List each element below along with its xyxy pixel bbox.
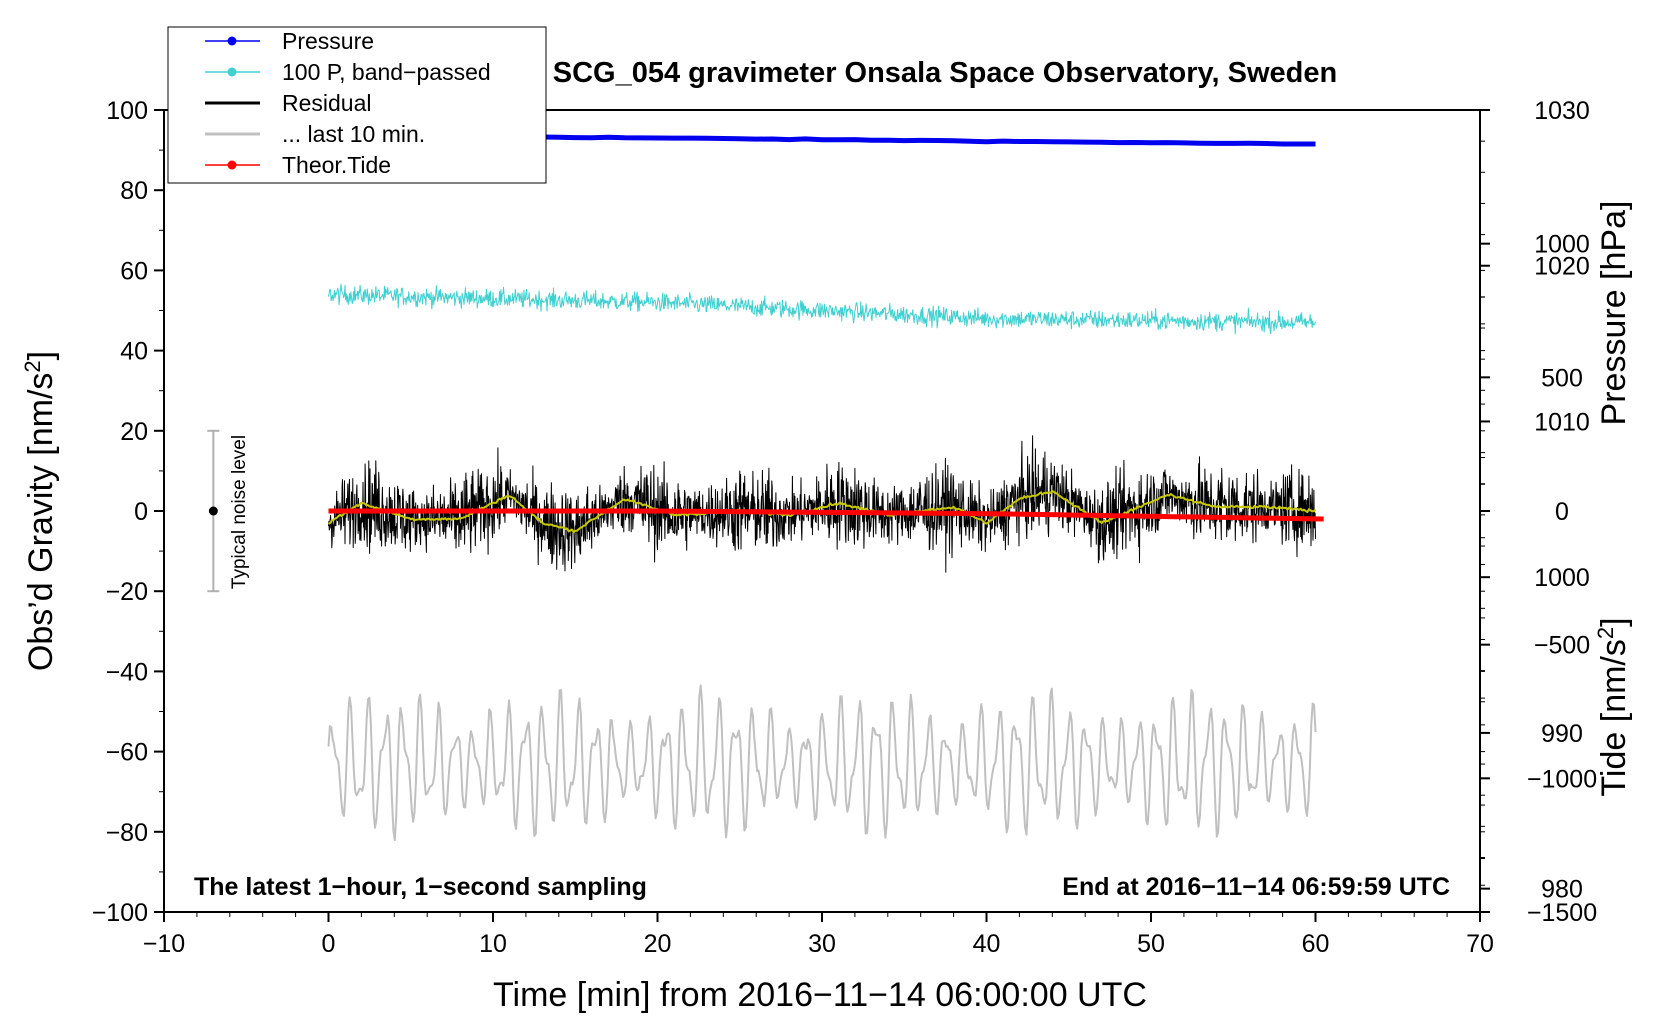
x-tick-label: 10 [479,930,507,958]
tide-tick-label: −1500 [1527,899,1597,927]
y-tick-label: 40 [120,338,148,366]
series-last-10-min [327,684,1317,842]
x-tick-label: 50 [1137,930,1165,958]
bottom-right-note: End at 2016−11−14 06:59:59 UTC [1062,873,1450,901]
x-tick-label: 30 [808,930,836,958]
legend: Pressure 100 P, band−passed Residual ... la… [167,26,547,184]
pressure-tick-label: 990 [1541,720,1583,748]
series-100-p-band-passed [328,283,1316,335]
x-tick-label: 70 [1466,930,1494,958]
chart-title: SCG_054 gravimeter Onsala Space Observat… [553,57,1337,89]
legend-swatch-marker [227,36,237,46]
y-tick-label: −80 [106,819,148,847]
tide-tick-label: 500 [1541,364,1583,392]
ticks-layer: −10 0 10 20 30 40 50 60 70−100−80−60−40−20020406… [92,97,1597,958]
legend-label: 100 P, band−passed [282,59,491,85]
tide-tick-label: −500 [1534,632,1590,660]
tide-tick-label: −1000 [1527,765,1597,793]
legend-label: Pressure [282,28,374,54]
y-tick-label: −40 [106,658,148,686]
y-axis-title-pressure: Pressure [hPa] [1595,201,1633,426]
pressure-tick-label: 1020 [1534,253,1590,281]
tide-tick-label: 0 [1555,498,1569,526]
pressure-tick-label: 1010 [1534,408,1590,436]
y-tick-label: −20 [106,578,148,606]
legend-label: ... last 10 min. [282,121,425,147]
y-tick-label: −60 [106,739,148,767]
pressure-tick-label: 980 [1541,876,1583,904]
tide-tick-label: 1000 [1534,231,1590,259]
bottom-left-note: The latest 1−hour, 1−second sampling [194,873,647,901]
x-tick-label: 60 [1302,930,1330,958]
y-tick-label: 20 [120,418,148,446]
noise-level-label: Typical noise level [229,435,250,589]
y-axis-title-left: Obs’d Gravity [nm/s2] [20,351,61,671]
y-tick-label: 60 [120,257,148,285]
x-tick-label: 20 [644,930,672,958]
series-residual-smoothed [328,490,1317,534]
legend-box [167,26,547,184]
y-tick-label: 100 [106,97,148,125]
pressure-tick-label: 1000 [1534,564,1590,592]
legend-label: Theor.Tide [282,152,391,178]
legend-label: Residual [282,90,372,116]
series-theor-tide [328,508,1324,522]
y-tick-label: 80 [120,177,148,205]
x-tick-label: 0 [322,930,336,958]
legend-swatch-marker [227,67,237,77]
legend-swatch-marker [227,160,237,170]
x-tick-label: 40 [973,930,1001,958]
y-axis-title-tide: Tide [nm/s2] [1593,617,1634,796]
pressure-tick-label: 1030 [1534,97,1590,125]
x-axis-title: Time [min] from 2016−11−14 06:00:00 UTC [493,976,1147,1014]
y-tick-label: 0 [134,498,148,526]
noise-level-indicator [207,429,220,593]
x-tick-label: −10 [143,930,185,958]
noise-bar-center [208,506,218,516]
y-tick-label: −100 [92,899,148,927]
